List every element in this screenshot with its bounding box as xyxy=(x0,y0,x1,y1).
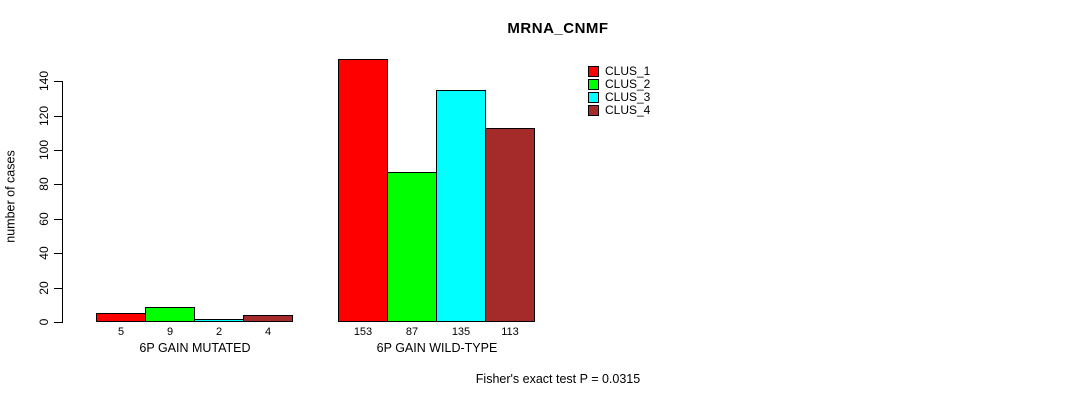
y-axis-tick xyxy=(54,219,62,220)
legend-swatch-clus_3 xyxy=(588,92,599,103)
legend-label: CLUS_4 xyxy=(605,103,651,117)
bar-value-label: 87 xyxy=(405,326,419,338)
bar-clus_1-1 xyxy=(96,313,146,322)
y-axis-tick xyxy=(54,184,62,185)
y-axis-tick xyxy=(54,322,62,323)
bar-value-label: 153 xyxy=(353,326,373,338)
bar-value-label: 113 xyxy=(501,326,519,338)
chart-title: MRNA_CNMF xyxy=(507,20,609,37)
y-axis-tick xyxy=(54,150,62,151)
bar-value-label: 135 xyxy=(451,326,471,338)
bar-clus_1-2 xyxy=(338,59,388,322)
bar-clus_3-2 xyxy=(436,90,486,322)
y-axis-tick-label: 60 xyxy=(37,212,51,226)
legend-swatch-clus_2 xyxy=(588,79,599,90)
y-axis-tick xyxy=(54,81,62,82)
bar-clus_3-1 xyxy=(194,319,244,322)
bar-clus_2-1 xyxy=(145,307,195,322)
y-axis-tick-label: 100 xyxy=(37,139,51,161)
y-axis-tick-label: 40 xyxy=(37,246,51,260)
y-axis-title: number of cases xyxy=(3,150,18,243)
legend-swatch-clus_4 xyxy=(588,105,599,116)
bar-clus_2-2 xyxy=(387,172,437,322)
y-axis-tick-label: 120 xyxy=(37,105,51,127)
x-category-label: 6P GAIN MUTATED xyxy=(139,341,251,355)
y-axis-tick xyxy=(54,116,62,117)
y-axis-tick-label: 0 xyxy=(37,318,51,326)
y-axis-tick-label: 80 xyxy=(37,177,51,191)
y-axis-line xyxy=(62,81,63,323)
legend-swatch-clus_1 xyxy=(588,66,599,77)
bar-clus_4-2 xyxy=(485,128,535,322)
x-category-label: 6P GAIN WILD-TYPE xyxy=(376,341,498,355)
legend-label: CLUS_1 xyxy=(605,64,651,78)
bar-value-label: 5 xyxy=(117,326,125,338)
y-axis-tick xyxy=(54,253,62,254)
y-axis-tick-label: 20 xyxy=(37,281,51,295)
bar-value-label: 9 xyxy=(166,326,174,338)
legend-label: CLUS_3 xyxy=(605,90,651,104)
bar-value-label: 4 xyxy=(264,326,272,338)
bar-value-label: 2 xyxy=(215,326,223,338)
fisher-test-annotation: Fisher's exact test P = 0.0315 xyxy=(475,372,641,386)
bar-clus_4-1 xyxy=(243,315,293,322)
legend-label: CLUS_2 xyxy=(605,77,651,91)
y-axis-tick-label: 140 xyxy=(37,70,51,92)
y-axis-tick xyxy=(54,288,62,289)
